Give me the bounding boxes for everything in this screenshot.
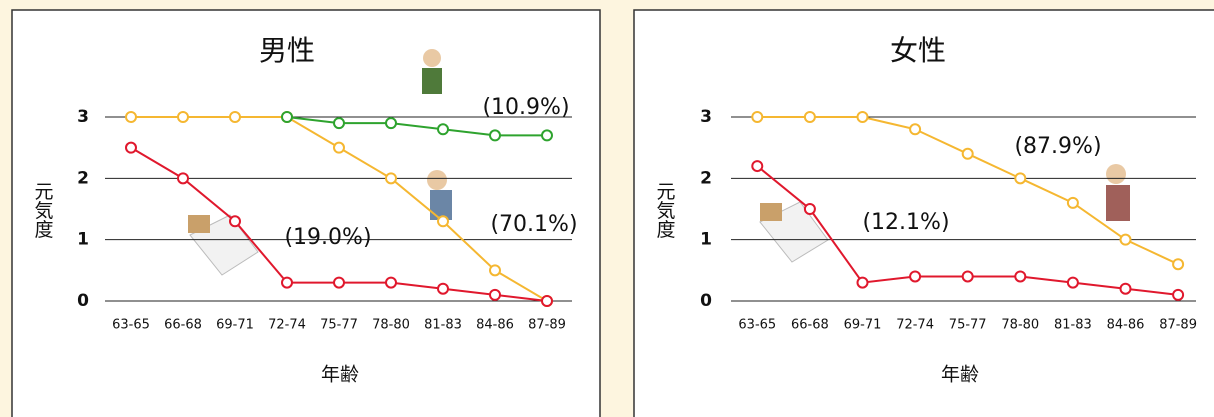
- data-point: [542, 296, 552, 306]
- chart-page: 男性年齢 元気度 0 1 2 3 63-65 66-68 69-71 72-74 75-77 78-8…: [0, 0, 1214, 417]
- data-point: [1173, 290, 1183, 300]
- x-tick-label: 72-74: [896, 318, 934, 333]
- data-point: [490, 130, 500, 140]
- y-tick-label: 1: [77, 230, 89, 250]
- x-axis-label: 年齢: [321, 364, 359, 386]
- page: {"chart_data": [ {"type": "line", "title…: [0, 0, 1214, 417]
- x-tick-label: 81-83: [424, 318, 462, 333]
- annotation: (10.9%): [482, 95, 569, 120]
- data-point: [805, 204, 815, 214]
- y-tick-label: 3: [77, 107, 89, 127]
- data-point: [910, 124, 920, 134]
- data-point: [386, 118, 396, 128]
- y-tick-label: 1: [700, 230, 712, 250]
- chart-title: 男性: [259, 34, 315, 67]
- data-point: [386, 278, 396, 288]
- x-tick-label: 69-71: [216, 318, 254, 333]
- data-point: [438, 216, 448, 226]
- data-point: [1015, 173, 1025, 183]
- x-tick-label: 87-89: [1159, 318, 1197, 333]
- data-point: [386, 173, 396, 183]
- data-point: [1068, 278, 1078, 288]
- data-point: [858, 278, 868, 288]
- x-tick-label: 84-86: [476, 318, 514, 333]
- data-point: [910, 271, 920, 281]
- y-tick-label: 0: [700, 291, 712, 311]
- x-axis-label: 年齢: [941, 364, 979, 386]
- data-point: [230, 112, 240, 122]
- data-point: [282, 278, 292, 288]
- x-tick-label: 78-80: [1001, 318, 1039, 333]
- y-tick-label: 0: [77, 291, 89, 311]
- data-point: [334, 118, 344, 128]
- data-point: [178, 112, 188, 122]
- y-tick-label: 2: [700, 168, 712, 188]
- chart-title: 女性: [890, 34, 946, 67]
- data-point: [1173, 259, 1183, 269]
- x-tick-label: 63-65: [738, 318, 776, 333]
- x-tick-label: 66-68: [164, 318, 202, 333]
- annotation: (19.0%): [284, 225, 371, 250]
- x-tick-label: 78-80: [372, 318, 410, 333]
- x-tick-label: 75-77: [949, 318, 987, 333]
- data-point: [334, 278, 344, 288]
- data-point: [1068, 198, 1078, 208]
- x-tick-label: 81-83: [1054, 318, 1092, 333]
- data-point: [752, 112, 762, 122]
- data-point: [963, 271, 973, 281]
- x-tick-label: 69-71: [844, 318, 882, 333]
- data-point: [126, 143, 136, 153]
- data-point: [1121, 235, 1131, 245]
- data-point: [178, 173, 188, 183]
- data-point: [230, 216, 240, 226]
- x-tick-label: 84-86: [1107, 318, 1145, 333]
- x-tick-label: 87-89: [528, 318, 566, 333]
- data-point: [542, 130, 552, 140]
- data-point: [1121, 284, 1131, 294]
- x-tick-label: 66-68: [791, 318, 829, 333]
- x-tick-label: 75-77: [320, 318, 358, 333]
- annotation: (70.1%): [490, 212, 577, 237]
- y-axis-label: 元気度: [32, 182, 54, 239]
- data-point: [282, 112, 292, 122]
- data-point: [490, 290, 500, 300]
- annotation: (12.1%): [862, 210, 949, 235]
- y-tick-label: 2: [77, 168, 89, 188]
- x-tick-label: 63-65: [112, 318, 150, 333]
- data-point: [1015, 271, 1025, 281]
- data-point: [752, 161, 762, 171]
- y-tick-label: 3: [700, 107, 712, 127]
- data-point: [438, 124, 448, 134]
- annotation: (87.9%): [1014, 134, 1101, 159]
- data-point: [858, 112, 868, 122]
- y-axis-label: 元気度: [654, 182, 676, 239]
- data-point: [126, 112, 136, 122]
- x-tick-label: 72-74: [268, 318, 306, 333]
- data-point: [334, 143, 344, 153]
- data-point: [805, 112, 815, 122]
- data-point: [490, 265, 500, 275]
- data-point: [963, 149, 973, 159]
- data-point: [438, 284, 448, 294]
